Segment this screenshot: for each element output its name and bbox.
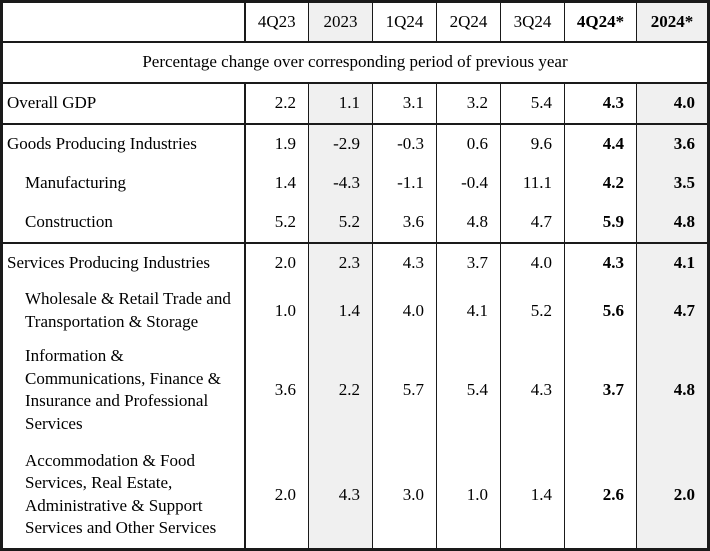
row-label-services-producing-industries: Services Producing Industries xyxy=(1,241,245,283)
table-subtitle: Percentage change over corresponding per… xyxy=(1,40,709,84)
table-row: Services Producing Industries 2.0 2.3 4.… xyxy=(1,241,709,283)
cell-construction-3q24: 4.7 xyxy=(500,202,565,243)
cell-wholesale-2024: 4.7 xyxy=(636,282,709,339)
cell-services-2024: 4.1 xyxy=(636,241,709,283)
table-row: Information & Communications, Finance & … xyxy=(2,338,709,442)
table-row: Overall GDP 2.2 1.1 3.1 3.2 5.4 4.3 4.0 xyxy=(2,82,709,124)
cell-infocomms-4q24: 3.7 xyxy=(564,338,637,442)
row-label-manufacturing: Manufacturing xyxy=(25,173,127,193)
row-label-wholesale-retail-transport-storage: Wholesale & Retail Trade and Transportat… xyxy=(25,289,231,331)
cell-manufacturing-4q24: 4.2 xyxy=(564,163,637,203)
cell-wholesale-1q24: 4.0 xyxy=(372,282,437,339)
row-label-info-comms-finance-insurance-professional: Information & Communications, Finance & … xyxy=(25,346,221,433)
cell-infocomms-2023: 2.2 xyxy=(308,338,373,442)
cell-goods-2q24: 0.6 xyxy=(436,122,501,164)
cell-goods-4q23: 1.9 xyxy=(243,122,309,164)
cell-overall-gdp-2q24: 3.2 xyxy=(436,82,501,124)
cell-infocomms-4q23: 3.6 xyxy=(243,338,309,442)
cell-construction-2024: 4.8 xyxy=(636,202,709,243)
cell-infocomms-2q24: 5.4 xyxy=(436,338,501,442)
cell-wholesale-4q23: 1.0 xyxy=(243,282,309,339)
cell-infocomms-3q24: 4.3 xyxy=(500,338,565,442)
cell-overall-gdp-4q23: 2.2 xyxy=(243,82,309,124)
column-header-2024-est: 2024* xyxy=(636,1,709,42)
table-row: Goods Producing Industries 1.9 -2.9 -0.3… xyxy=(1,122,709,164)
table-row: Accommodation & Food Services, Real Esta… xyxy=(2,441,709,550)
cell-services-4q24: 4.3 xyxy=(564,241,637,283)
table-row: Wholesale & Retail Trade and Transportat… xyxy=(2,282,709,339)
cell-goods-2024: 3.6 xyxy=(636,122,709,164)
column-header-4q24-est: 4Q24* xyxy=(564,1,637,42)
cell-goods-1q24: -0.3 xyxy=(372,122,437,164)
cell-wholesale-4q24: 5.6 xyxy=(564,282,637,339)
cell-manufacturing-1q24: -1.1 xyxy=(372,163,437,203)
cell-services-2023: 2.3 xyxy=(308,241,373,283)
cell-overall-gdp-3q24: 5.4 xyxy=(500,82,565,124)
cell-manufacturing-3q24: 11.1 xyxy=(500,163,565,203)
row-label-accommodation-food-realestate-admin-other: Accommodation & Food Services, Real Esta… xyxy=(25,450,217,538)
cell-accommodation-4q23: 2.0 xyxy=(243,441,309,550)
cell-accommodation-2024: 2.0 xyxy=(636,441,709,550)
column-header-2q24: 2Q24 xyxy=(436,1,501,42)
table-row: Construction 5.2 5.2 3.6 4.8 4.7 5.9 4.8 xyxy=(2,202,709,243)
cell-overall-gdp-2023: 1.1 xyxy=(308,82,373,124)
cell-overall-gdp-4q24: 4.3 xyxy=(564,82,637,124)
cell-accommodation-4q24: 2.6 xyxy=(564,441,637,550)
cell-construction-4q23: 5.2 xyxy=(243,202,309,243)
cell-accommodation-2q24: 1.0 xyxy=(436,441,501,550)
cell-goods-2023: -2.9 xyxy=(308,122,373,164)
cell-manufacturing-4q23: 1.4 xyxy=(243,163,309,203)
cell-services-3q24: 4.0 xyxy=(500,241,565,283)
cell-accommodation-3q24: 1.4 xyxy=(500,441,565,550)
cell-overall-gdp-1q24: 3.1 xyxy=(372,82,437,124)
cell-manufacturing-2023: -4.3 xyxy=(308,163,373,203)
cell-construction-4q24: 5.9 xyxy=(564,202,637,243)
table-row: Manufacturing 1.4 -4.3 -1.1 -0.4 11.1 4.… xyxy=(2,163,709,203)
table-subtitle-row: Percentage change over corresponding per… xyxy=(1,40,709,84)
header-corner-blank xyxy=(1,1,245,43)
cell-services-2q24: 3.7 xyxy=(436,241,501,283)
column-header-1q24: 1Q24 xyxy=(372,1,437,42)
cell-manufacturing-2024: 3.5 xyxy=(636,163,709,203)
cell-infocomms-2024: 4.8 xyxy=(636,338,709,442)
cell-accommodation-1q24: 3.0 xyxy=(372,441,437,550)
cell-services-1q24: 4.3 xyxy=(372,241,437,283)
cell-goods-3q24: 9.6 xyxy=(500,122,565,164)
cell-construction-2q24: 4.8 xyxy=(436,202,501,243)
row-label-construction: Construction xyxy=(25,212,113,231)
cell-infocomms-1q24: 5.7 xyxy=(372,338,437,442)
cell-wholesale-3q24: 5.2 xyxy=(500,282,565,339)
cell-services-4q23: 2.0 xyxy=(243,241,309,283)
cell-construction-2023: 5.2 xyxy=(308,202,373,243)
cell-goods-4q24: 4.4 xyxy=(564,122,637,164)
cell-wholesale-2023: 1.4 xyxy=(308,282,373,339)
table-header-row: 4Q23 2023 1Q24 2Q24 3Q24 4Q24* 2024* xyxy=(1,1,709,43)
row-label-overall-gdp: Overall GDP xyxy=(7,93,97,113)
column-header-3q24: 3Q24 xyxy=(500,1,565,42)
column-header-2023: 2023 xyxy=(308,1,373,42)
cell-manufacturing-2q24: -0.4 xyxy=(436,163,501,203)
cell-construction-1q24: 3.6 xyxy=(372,202,437,243)
cell-accommodation-2023: 4.3 xyxy=(308,441,373,550)
row-label-goods-producing-industries: Goods Producing Industries xyxy=(1,122,245,164)
cell-wholesale-2q24: 4.1 xyxy=(436,282,501,339)
column-header-4q23: 4Q23 xyxy=(243,1,309,42)
cell-overall-gdp-2024: 4.0 xyxy=(636,82,709,124)
